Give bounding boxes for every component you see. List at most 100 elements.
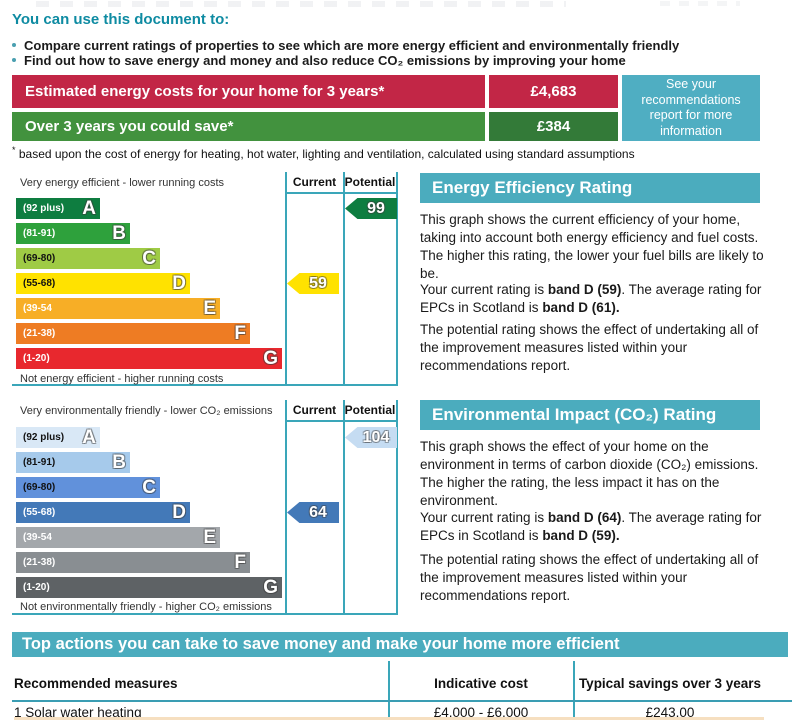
cost-footnote: * based upon the cost of energy for heat… <box>12 145 635 161</box>
band-range: (69-80) <box>23 253 56 264</box>
band-range: (69-80) <box>23 482 56 493</box>
chart-bottom-note: Not energy efficient - higher running co… <box>20 373 224 385</box>
band-b: (81-91) B <box>16 223 130 244</box>
band-f: (21-38) F <box>16 323 250 344</box>
recommendations-note: See your recommendations report for more… <box>622 75 760 141</box>
environmental-panel-paragraph: The potential rating shows the effect of… <box>420 552 759 603</box>
band-g: (1-20) G <box>16 348 282 369</box>
measure-cell: 1 Solar water heating <box>14 705 142 720</box>
chart-column-border <box>285 172 287 386</box>
chart-header-divider <box>285 420 398 422</box>
band-range: (55-68) <box>23 507 56 518</box>
potential-rating-value: 99 <box>367 199 385 217</box>
band-range: (55-68) <box>23 278 56 289</box>
environmental-panel-paragraph: This graph shows the effect of your home… <box>420 439 759 508</box>
intro-heading: You can use this document to: <box>12 11 230 28</box>
top-actions-banner: Top actions you can take to save money a… <box>12 632 788 657</box>
band-d: (55-68) D <box>16 273 190 294</box>
chart-header-divider <box>285 192 398 194</box>
potential-rating-value: 104 <box>362 428 390 446</box>
footnote-marker: * <box>12 145 16 155</box>
band-range: (92 plus) <box>23 432 65 443</box>
band-letter: G <box>263 348 278 369</box>
band-range: (39-54 <box>23 303 52 314</box>
band-d: (55-68) D <box>16 502 190 523</box>
band-e: (39-54 E <box>16 298 220 319</box>
environmental-panel-rating-paragraph: Your current rating is band D (64). The … <box>420 509 765 545</box>
potential-rating-arrow: 99 <box>345 198 397 219</box>
environmental-impact-chart: Current Potential Very environmentally f… <box>12 400 398 618</box>
chart-column-border <box>343 172 345 386</box>
bullet-text: Find out how to save energy and money an… <box>24 53 626 68</box>
estimated-costs-value: £4,683 <box>489 75 618 108</box>
band-letter: D <box>172 502 186 523</box>
chart-top-note: Very energy efficient - lower running co… <box>20 177 225 189</box>
chart-column-border <box>396 400 398 615</box>
column-header-measures: Recommended measures <box>14 676 178 691</box>
band-letter: A <box>82 198 96 219</box>
current-column-header: Current <box>292 175 337 189</box>
chart-column-border <box>285 400 287 615</box>
current-band-text: band D (59) <box>547 282 622 297</box>
band-letter: G <box>263 577 278 598</box>
chart-bottom-note: Not environmentally friendly - higher CO… <box>20 601 272 613</box>
column-header-savings: Typical savings over 3 years <box>578 676 762 691</box>
bullet-dot <box>12 43 16 47</box>
actions-table-divider <box>573 661 575 720</box>
savings-cell: £243.00 <box>645 705 695 720</box>
band-letter: B <box>112 223 126 244</box>
energy-panel-paragraph: The potential rating shows the effect of… <box>420 322 759 373</box>
bullet-item: Find out how to save energy and money an… <box>12 53 772 68</box>
chart-bottom-border <box>12 613 398 615</box>
actions-table-header-rule <box>12 700 792 702</box>
band-letter: E <box>203 298 216 319</box>
energy-panel-rating-paragraph: Your current rating is band D (59). The … <box>420 281 765 317</box>
band-b: (81-91) B <box>16 452 130 473</box>
band-c: (69-80) C <box>16 248 160 269</box>
potential-column-header: Potential <box>344 403 396 417</box>
band-letter: B <box>112 452 126 473</box>
rating-text: Your current rating is <box>420 282 548 297</box>
cost-cell: £4,000 - £6,000 <box>433 705 529 720</box>
chart-top-note: Very environmentally friendly - lower CO… <box>20 405 273 417</box>
current-rating-value: 64 <box>309 503 327 521</box>
savings-label: Over 3 years you could save* <box>12 112 485 141</box>
average-band-text: band D (59). <box>542 528 620 543</box>
band-letter: F <box>234 323 246 344</box>
band-range: (21-38) <box>23 328 56 339</box>
band-letter: D <box>172 273 186 294</box>
chart-column-border <box>396 172 398 386</box>
band-letter: C <box>142 248 156 269</box>
band-e: (39-54 E <box>16 527 220 548</box>
band-g: (1-20) G <box>16 577 282 598</box>
energy-panel-title: Energy Efficiency Rating <box>420 173 760 203</box>
band-range: (92 plus) <box>23 203 65 214</box>
actions-table-divider <box>388 661 390 720</box>
band-a: (92 plus) A <box>16 198 100 219</box>
clipped-text-remnant <box>36 1 566 7</box>
band-range: (39-54 <box>23 532 52 543</box>
estimated-costs-label: Estimated energy costs for your home for… <box>12 75 485 108</box>
environmental-panel-title: Environmental Impact (CO₂) Rating <box>420 400 760 430</box>
rating-text: . The average rating for EPCs in Scotlan… <box>420 510 762 543</box>
bullet-dot <box>12 58 16 62</box>
current-rating-arrow: 59 <box>287 273 339 294</box>
column-header-cost: Indicative cost <box>434 676 528 691</box>
current-rating-arrow: 64 <box>287 502 339 523</box>
band-range: (81-91) <box>23 457 56 468</box>
clipped-text-remnant <box>660 1 740 6</box>
savings-value: £384 <box>489 112 618 141</box>
average-band-text: band D (61). <box>542 300 620 315</box>
current-rating-value: 59 <box>309 274 327 292</box>
footnote-text: based upon the cost of energy for heatin… <box>15 147 635 161</box>
current-column-header: Current <box>292 403 337 417</box>
bullet-text: Compare current ratings of properties to… <box>24 38 680 53</box>
band-range: (21-38) <box>23 557 56 568</box>
savings-amount: £384 <box>536 118 571 135</box>
band-f: (21-38) F <box>16 552 250 573</box>
band-range: (1-20) <box>23 582 50 593</box>
estimated-costs-text: Estimated energy costs for your home for… <box>25 83 385 100</box>
band-letter: C <box>142 477 156 498</box>
energy-efficiency-chart: Current Potential Very energy efficient … <box>12 172 398 388</box>
